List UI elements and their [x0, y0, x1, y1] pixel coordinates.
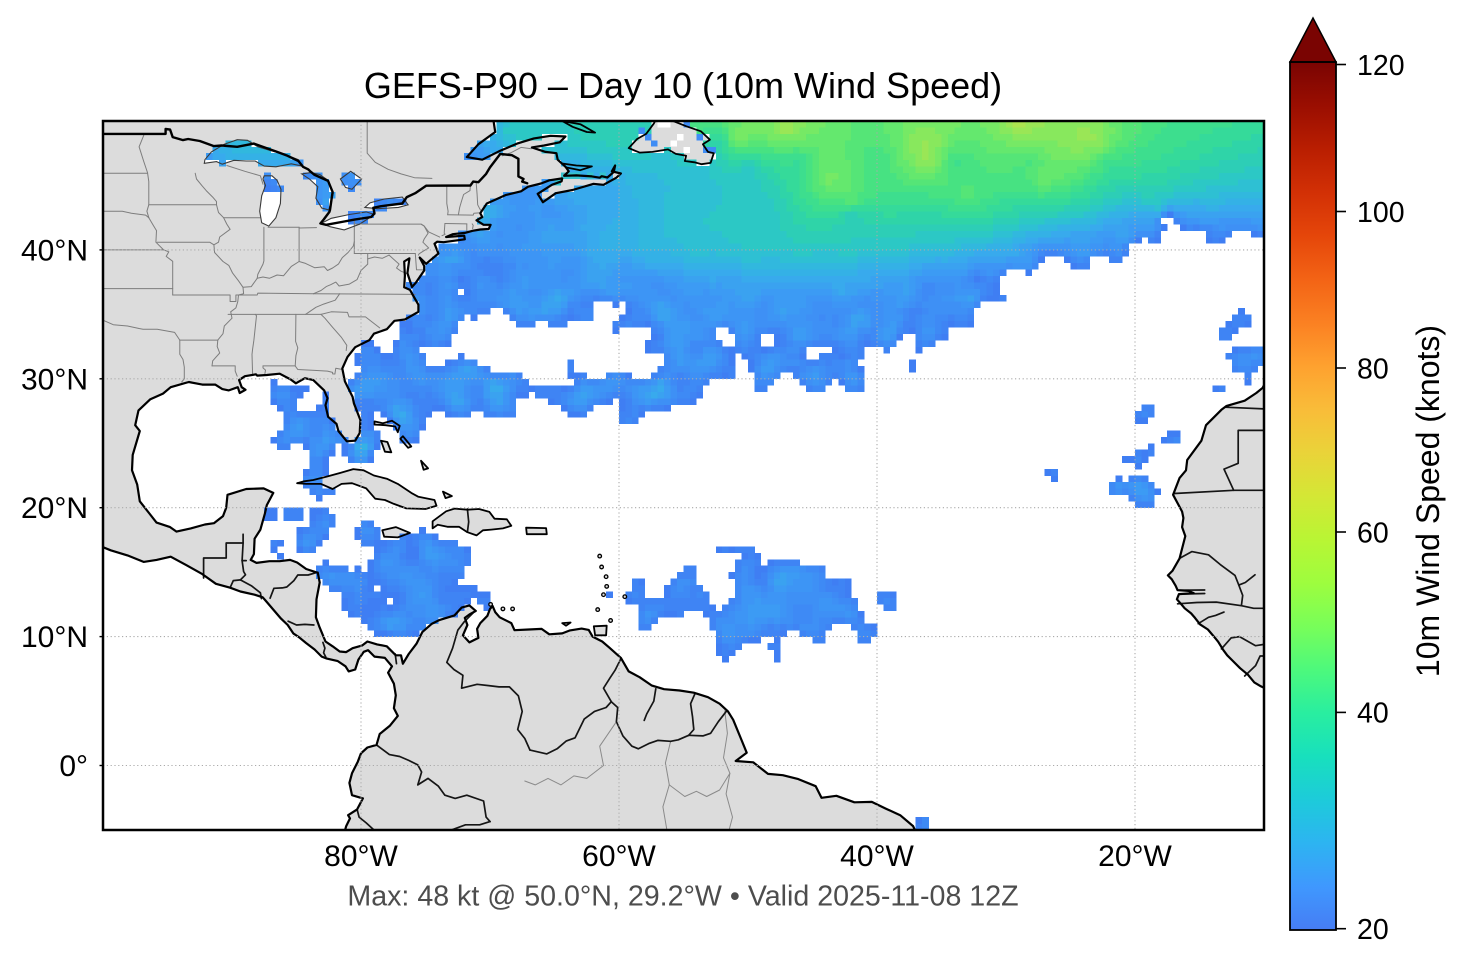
svg-text:0°: 0° [59, 750, 88, 783]
svg-text:20°N: 20°N [21, 492, 88, 525]
svg-text:Max: 48 kt @ 50.0°N, 29.2°W •: Max: 48 kt @ 50.0°N, 29.2°W • Valid 2025… [347, 881, 1018, 913]
svg-text:10°N: 10°N [21, 621, 88, 654]
svg-text:40°W: 40°W [840, 840, 914, 873]
svg-text:80: 80 [1357, 353, 1389, 385]
svg-text:100: 100 [1357, 197, 1405, 229]
svg-text:40°N: 40°N [21, 234, 88, 267]
svg-text:120: 120 [1357, 50, 1405, 82]
svg-text:10m Wind Speed (knots): 10m Wind Speed (knots) [1410, 325, 1446, 677]
svg-text:20: 20 [1357, 914, 1389, 946]
svg-text:80°W: 80°W [324, 840, 398, 873]
svg-text:60: 60 [1357, 517, 1389, 549]
svg-text:GEFS-P90 – Day 10 (10m Wind Sp: GEFS-P90 – Day 10 (10m Wind Speed) [364, 65, 1002, 106]
svg-text:40: 40 [1357, 698, 1389, 730]
svg-text:60°W: 60°W [582, 840, 656, 873]
svg-text:30°N: 30°N [21, 363, 88, 396]
svg-text:20°W: 20°W [1098, 840, 1172, 873]
